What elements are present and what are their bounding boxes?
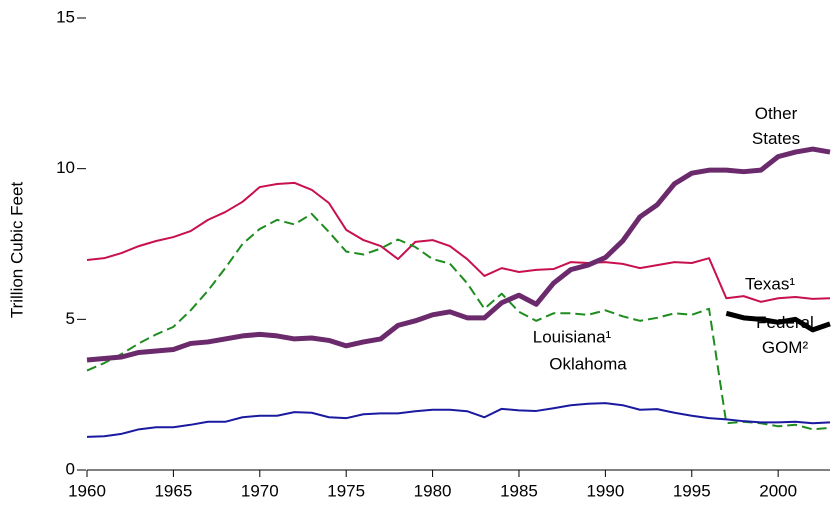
x-tick-label: 1995 — [673, 481, 711, 500]
x-tick-label: 1965 — [154, 481, 192, 500]
y-axis-title: Trillion Cubic Feet — [7, 182, 26, 319]
series-line — [86, 212, 831, 431]
series-line — [86, 181, 831, 303]
series-line — [86, 146, 831, 363]
series-label: Texas¹ — [745, 274, 795, 293]
x-tick-label: 1985 — [500, 481, 538, 500]
y-tick-label: 15 — [56, 7, 75, 26]
x-tick-label: 1960 — [68, 481, 106, 500]
series-line — [86, 402, 831, 438]
series-label: Oklahoma — [549, 354, 627, 373]
y-tick-label: 10 — [56, 158, 75, 177]
x-tick-label: 2000 — [759, 481, 797, 500]
y-tick-label: 5 — [66, 309, 75, 328]
x-tick-label: 1975 — [327, 481, 365, 500]
series-label: Louisiana¹ — [533, 327, 612, 346]
series-label: Federal GOM² — [756, 313, 814, 357]
series-label: Other States — [752, 104, 800, 148]
x-tick-label: 1990 — [586, 481, 624, 500]
x-tick-label: 1970 — [241, 481, 279, 500]
series-line — [725, 310, 831, 333]
y-tick-label: 0 — [66, 459, 75, 478]
x-tick-label: 1980 — [414, 481, 452, 500]
